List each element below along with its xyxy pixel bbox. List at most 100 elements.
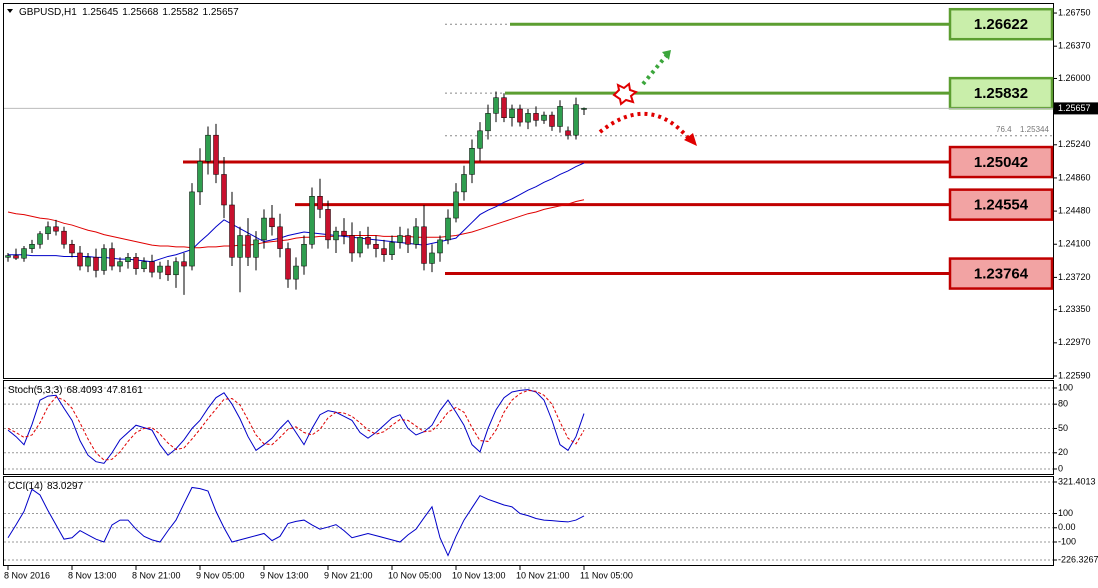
candle-body <box>557 106 563 127</box>
candle-body <box>501 97 507 118</box>
candle-body <box>141 261 147 269</box>
candle-body <box>541 114 547 121</box>
level-box <box>948 257 1054 290</box>
candle-body <box>109 248 115 267</box>
low: 1.25582 <box>162 7 199 18</box>
down-arrow <box>598 111 692 142</box>
plot-layer: 1.22590 1.22970 1.23350 1.23720 1.24100 1.244… <box>4 7 1098 580</box>
candle-body <box>29 243 35 249</box>
y-tick-label: 1.24480 <box>1058 205 1091 215</box>
candle-body <box>117 261 123 267</box>
y-tick-label: 100 <box>1058 508 1073 518</box>
close: 1.25657 <box>203 7 240 18</box>
x-tick-label: 9 Nov 05:00 <box>196 570 245 580</box>
stoch-title: Stoch(5,3,3) <box>8 385 62 396</box>
panel-2: -226.3267 -100 0.00 100 321.4013 <box>4 476 1098 564</box>
indicator-line <box>7 389 585 461</box>
candle-body <box>229 204 235 258</box>
level-box <box>948 76 1054 110</box>
candle-body <box>461 174 467 193</box>
candle-body <box>205 134 211 162</box>
y-tick-label: 1.25240 <box>1058 139 1091 149</box>
annotations <box>598 50 697 146</box>
up-arrow <box>641 54 668 86</box>
candle-body <box>125 257 131 262</box>
candle-body <box>333 230 339 241</box>
high: 1.25668 <box>122 7 159 18</box>
cci-title: CCI(14) <box>8 481 43 492</box>
candle-body <box>549 114 555 127</box>
candle-body <box>149 261 155 273</box>
main-panel <box>3 3 1054 379</box>
fib-ratio: 76.4 <box>996 125 1012 134</box>
y-tick-label: 1.23720 <box>1058 272 1091 282</box>
level-box <box>948 188 1054 221</box>
x-tick-label: 8 Nov 21:00 <box>132 570 181 580</box>
menu-arrow <box>7 9 13 13</box>
level-label: 1.25832 <box>974 85 1028 102</box>
level-label: 1.25042 <box>974 154 1028 171</box>
level-label: 1.26622 <box>974 16 1028 33</box>
candle-body <box>469 148 475 175</box>
moving-average <box>7 199 585 249</box>
candle-body <box>341 230 347 236</box>
candle-body <box>53 226 59 232</box>
candle-body <box>85 257 91 267</box>
candle-body <box>365 237 371 245</box>
candle-body <box>413 226 419 245</box>
candle-body <box>93 257 99 271</box>
candle-body <box>189 191 195 267</box>
candle-body <box>389 242 395 255</box>
candle-body <box>397 235 403 243</box>
candle-body <box>437 239 443 254</box>
main-header: GBPUSD,H1 1.25645 1.25668 1.25582 1.25657 <box>7 7 239 18</box>
candle-body <box>237 235 243 258</box>
candle-body <box>21 248 27 259</box>
y-tick-label: 1.24100 <box>1058 239 1091 249</box>
symbol: GBPUSD,H1 <box>19 7 77 18</box>
open: 1.25645 <box>82 7 119 18</box>
y-tick-label: -100 <box>1058 536 1076 546</box>
cci-panel <box>3 476 1054 566</box>
candle-body <box>13 255 19 259</box>
candle-body <box>45 226 51 235</box>
indicator-line <box>7 486 585 557</box>
candle-body <box>421 226 427 264</box>
candle-body <box>165 265 171 276</box>
y-tick-label: -226.3267 <box>1058 554 1098 564</box>
candle-body <box>253 239 259 258</box>
y-tick-label: 1.22970 <box>1058 337 1091 347</box>
candle-body <box>213 134 219 175</box>
y-tick-label: 0 <box>1058 463 1063 473</box>
y-tick-label: 50 <box>1058 423 1068 433</box>
level-label: 1.23764 <box>974 266 1029 283</box>
level-label: 1.24554 <box>974 197 1029 214</box>
candle-body <box>493 97 499 114</box>
candle-body <box>181 261 187 267</box>
candle-body <box>317 196 323 210</box>
candle-body <box>573 104 579 136</box>
candle-body <box>245 235 251 258</box>
y-tick-label: 1.26750 <box>1058 7 1091 17</box>
candle-body <box>357 237 363 254</box>
candle-body <box>157 265 163 273</box>
stoch-main: 68.4093 <box>66 385 103 396</box>
candle-body <box>525 113 531 123</box>
candle-body <box>381 248 387 255</box>
y-tick-label: 1.26000 <box>1058 73 1091 83</box>
panel-1: 0 20 50 80 100 <box>4 382 1073 473</box>
candle-body <box>309 196 315 245</box>
stoch-panel <box>3 380 1054 475</box>
y-tick-label: 1.24860 <box>1058 172 1091 182</box>
panel-0: 1.22590 1.22970 1.23350 1.23720 1.24100 1.244… <box>4 7 1098 580</box>
current-price-box <box>1054 102 1098 115</box>
x-tick-label: 10 Nov 05:00 <box>388 570 442 580</box>
candle-body <box>261 217 267 241</box>
candle-body <box>565 130 571 136</box>
candle-body <box>325 209 331 241</box>
candle-body <box>429 252 435 264</box>
candle-body <box>301 243 307 267</box>
candle-body <box>77 252 83 267</box>
